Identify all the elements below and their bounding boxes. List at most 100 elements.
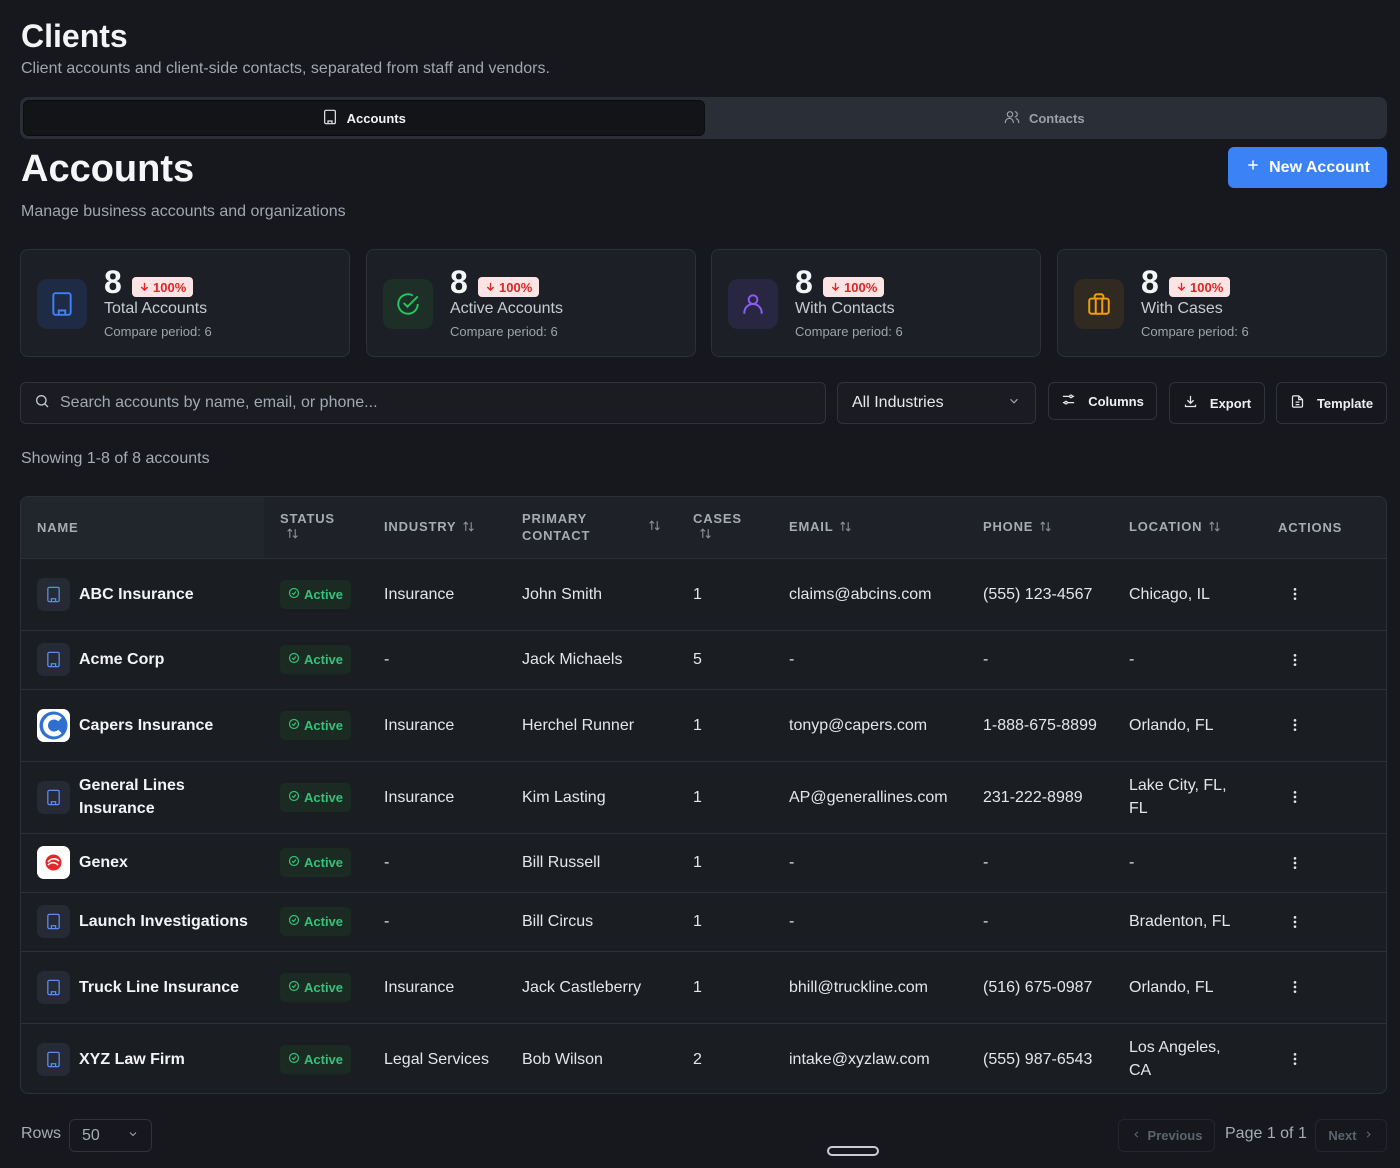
more-vertical-icon[interactable] — [1284, 1048, 1306, 1070]
header-phone[interactable]: PHONE — [967, 497, 1113, 558]
status-badge: Active — [280, 1044, 352, 1074]
account-name-link[interactable]: Launch Investigations — [79, 913, 248, 930]
cell-industry: Insurance — [384, 716, 455, 734]
cell-primary-contact: Kim Lasting — [522, 788, 606, 806]
account-name-link[interactable]: Truck Line Insurance — [79, 978, 240, 996]
change-value: 100% — [1190, 279, 1224, 295]
previous-page-button[interactable]: Previous — [1118, 1119, 1215, 1152]
table-row[interactable]: ABC Insurance Active Insurance John Smith 1 c… — [21, 558, 1386, 630]
building-icon — [37, 970, 70, 1004]
status-text: Active — [304, 855, 344, 870]
account-name-link[interactable]: Genex — [79, 854, 128, 871]
header-industry[interactable]: INDUSTRY — [368, 497, 506, 558]
search-input[interactable] — [60, 394, 800, 412]
cell-name: Launch Investigations — [21, 892, 264, 951]
status-text: Active — [304, 586, 344, 602]
cell-email: bhill@truckline.com — [789, 978, 928, 996]
cell-primary-contact: Bob Wilson — [522, 1050, 603, 1068]
account-name-link[interactable]: Capers Insurance — [79, 716, 214, 734]
sort-icon — [648, 519, 661, 535]
building-icon — [37, 905, 70, 938]
cell-cases: 1 — [693, 788, 702, 806]
download-icon — [1183, 394, 1198, 412]
stat-compare: Compare period: 6 — [795, 324, 903, 339]
more-vertical-icon[interactable] — [1284, 583, 1306, 605]
stat-label: With Contacts — [795, 300, 895, 317]
table-row[interactable]: General Lines Insurance Active Insurance Ki… — [21, 761, 1386, 833]
more-vertical-icon[interactable] — [1284, 911, 1306, 933]
header-actions: ACTIONS — [1262, 497, 1386, 558]
header-email[interactable]: EMAIL — [773, 497, 967, 558]
header-actions-label: ACTIONS — [1278, 519, 1343, 535]
account-name-link[interactable]: XYZ Law Firm — [79, 1050, 185, 1068]
arrow-down-icon — [139, 280, 150, 295]
columns-button[interactable]: Columns — [1048, 382, 1157, 420]
stat-card-with-cases: 8 100% With Cases Compare period: 6 — [1057, 249, 1387, 357]
account-name-link[interactable]: Acme Corp — [79, 651, 165, 668]
stat-card-total-accounts: 8 100% Total Accounts Compare period: 6 — [20, 249, 350, 357]
cell-industry: - — [384, 913, 390, 930]
building-icon — [322, 109, 338, 128]
header-status-label: STATUS — [280, 511, 335, 527]
cell-industry: - — [384, 651, 390, 668]
cell-cases: 1 — [693, 716, 702, 734]
cell-name: Capers Insurance — [21, 689, 264, 761]
tab-contacts-label: Contacts — [1028, 110, 1085, 126]
previous-label: Previous — [1147, 1128, 1203, 1143]
cell-phone: - — [983, 854, 989, 871]
sort-icon — [839, 520, 852, 536]
cell-email: intake@xyzlaw.com — [789, 1050, 930, 1068]
chevron-down-icon — [1007, 394, 1021, 413]
cell-primary-contact: Bill Circus — [522, 913, 594, 930]
header-name[interactable]: NAME — [21, 497, 264, 558]
template-label: Template — [1316, 395, 1374, 411]
table-row[interactable]: XYZ Law Firm Active Legal Services Bob Wils… — [21, 1023, 1386, 1093]
more-vertical-icon[interactable] — [1284, 786, 1306, 808]
header-location[interactable]: LOCATION — [1113, 497, 1262, 558]
header-name-label: NAME — [37, 519, 79, 535]
status-text: Active — [304, 789, 344, 805]
check-circle-icon — [288, 1048, 300, 1071]
more-vertical-icon[interactable] — [1284, 714, 1306, 736]
table-row[interactable]: Genex Active - Bill Russell 1 - - - — [21, 833, 1386, 892]
header-status[interactable]: STATUS — [264, 497, 368, 558]
cell-name: Acme Corp — [21, 630, 264, 689]
rows-per-page-select[interactable]: 50 — [69, 1119, 152, 1152]
industry-filter-select[interactable]: All Industries — [837, 382, 1036, 424]
more-vertical-icon[interactable] — [1284, 649, 1306, 671]
account-name-link[interactable]: General Lines Insurance — [79, 777, 185, 817]
cell-status: Active — [264, 689, 368, 761]
check-circle-icon — [288, 976, 300, 999]
arrow-down-icon — [830, 280, 841, 295]
next-page-button[interactable]: Next — [1315, 1119, 1387, 1152]
cell-name: XYZ Law Firm — [21, 1023, 264, 1093]
scroll-handle[interactable] — [827, 1146, 879, 1156]
check-circle-icon — [288, 648, 300, 671]
new-account-button[interactable]: New Account — [1228, 147, 1387, 188]
arrow-down-icon — [485, 280, 496, 295]
check-circle-icon — [288, 851, 300, 874]
table-row[interactable]: Launch Investigations Active - Bill Circus 1… — [21, 892, 1386, 951]
header-primary-contact[interactable]: PRIMARY CONTACT — [506, 497, 677, 558]
tab-contacts[interactable]: Contacts — [705, 100, 1385, 136]
more-vertical-icon[interactable] — [1284, 976, 1306, 998]
cell-primary-contact: Jack Michaels — [522, 651, 623, 668]
header-cases[interactable]: CASES — [677, 497, 773, 558]
building-icon — [37, 577, 70, 611]
header-email-label: EMAIL — [789, 518, 834, 534]
table-row[interactable]: Capers Insurance Active Insurance Herchel R… — [21, 689, 1386, 761]
user-icon — [728, 279, 778, 329]
cell-primary-contact: Herchel Runner — [522, 716, 635, 734]
account-name-link[interactable]: ABC Insurance — [79, 585, 194, 603]
more-vertical-icon[interactable] — [1284, 852, 1306, 874]
tab-accounts[interactable]: Accounts — [23, 100, 705, 136]
table-row[interactable]: Truck Line Insurance Active Insurance Jack … — [21, 951, 1386, 1023]
cell-phone: 1-888-675-8899 — [983, 716, 1097, 734]
cell-phone: (555) 987-6543 — [983, 1050, 1093, 1068]
chevron-left-icon — [1131, 1128, 1142, 1143]
building-icon — [37, 279, 87, 329]
change-badge: 100% — [823, 277, 885, 297]
export-button[interactable]: Export — [1169, 382, 1265, 424]
table-row[interactable]: Acme Corp Active - Jack Michaels 5 - - - — [21, 630, 1386, 689]
template-button[interactable]: Template — [1276, 382, 1387, 424]
